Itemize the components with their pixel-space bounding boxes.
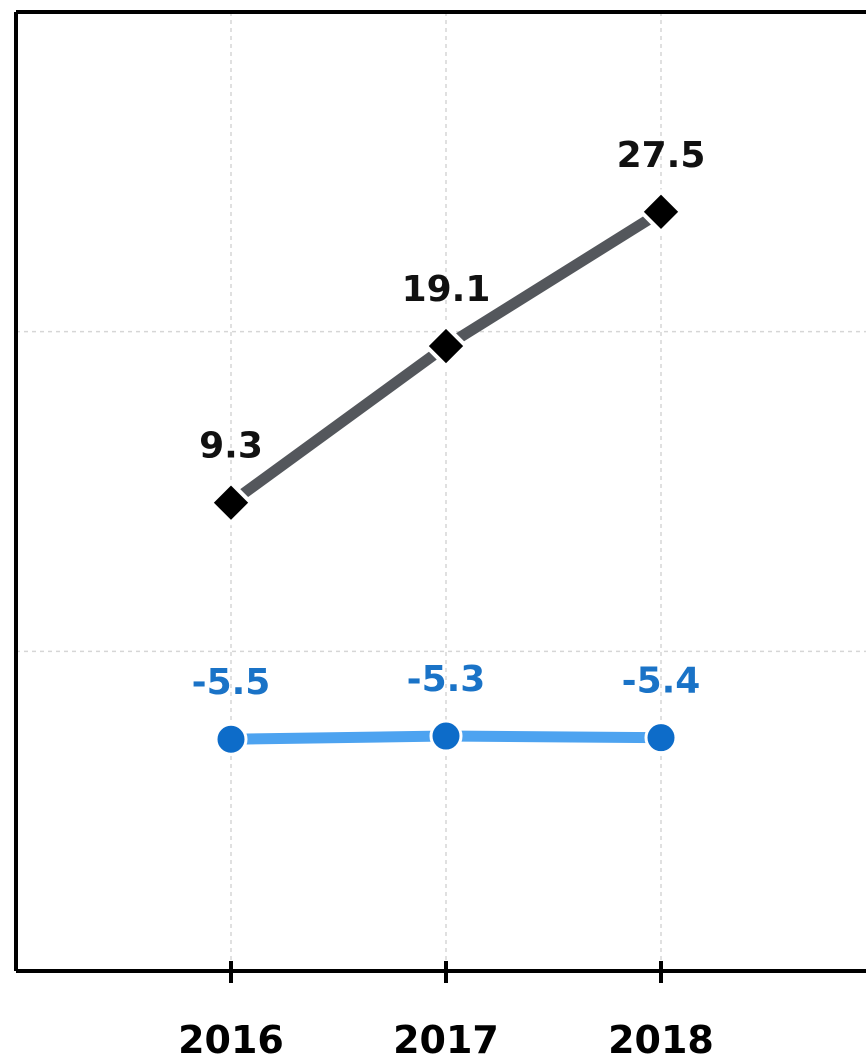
grid-lines	[16, 12, 866, 971]
data-point-diamond	[638, 188, 684, 235]
x-tick-label: 2018	[608, 1018, 714, 1062]
data-label: 19.1	[402, 269, 491, 310]
x-tick-labels: 2016 2017 2018	[178, 1018, 714, 1062]
data-point-circle	[644, 721, 678, 755]
series-0: 9.3 19.1 27.5	[199, 135, 706, 526]
series-group: 9.3 19.1 27.5 -5.5 -5.3 -5.4	[192, 135, 706, 756]
data-label: 27.5	[617, 135, 706, 176]
axes	[14, 10, 866, 983]
data-label: -5.3	[407, 659, 486, 700]
data-point-diamond	[208, 479, 254, 526]
x-tick-label: 2017	[393, 1018, 499, 1062]
x-tick-label: 2016	[178, 1018, 284, 1062]
data-point-diamond	[423, 323, 469, 369]
data-point-circle	[429, 719, 463, 753]
data-label: 9.3	[199, 426, 263, 467]
data-label: -5.5	[192, 662, 271, 703]
data-point-circle	[214, 722, 248, 756]
data-label: -5.4	[622, 661, 701, 702]
series-1: -5.5 -5.3 -5.4	[192, 659, 701, 756]
